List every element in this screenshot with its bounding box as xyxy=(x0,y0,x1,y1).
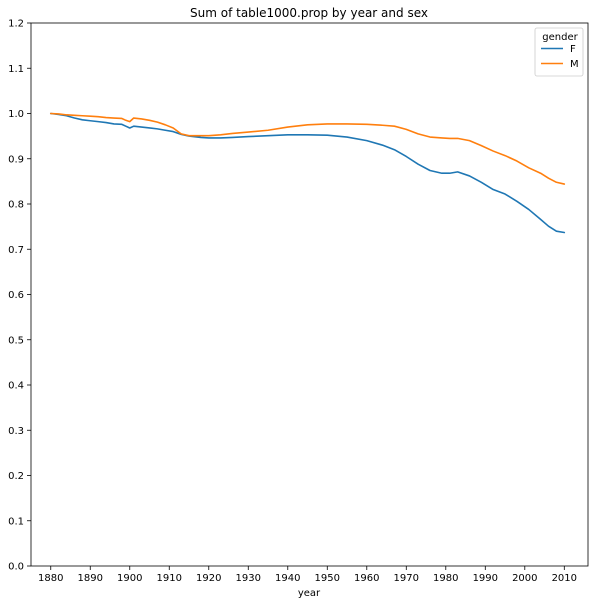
y-tick-label: 1.2 xyxy=(8,19,24,30)
series-layer xyxy=(49,112,566,234)
x-tick-label: 1950 xyxy=(315,573,340,584)
y-tick-label: 0.7 xyxy=(8,245,24,256)
y-tick-label: 1.0 xyxy=(8,109,24,120)
x-tick-label: 1910 xyxy=(157,573,182,584)
x-tick-label: 1990 xyxy=(473,573,498,584)
x-tick-label: 2010 xyxy=(552,573,577,584)
y-tick-label: 0.4 xyxy=(8,381,24,392)
y-tick-label: 1.1 xyxy=(8,64,24,75)
y-tick-label: 0.6 xyxy=(8,290,24,301)
legend-label-f: F xyxy=(570,44,576,55)
legend: gender FM xyxy=(534,27,584,77)
x-tick-label: 1930 xyxy=(236,573,261,584)
x-tick-label: 1940 xyxy=(275,573,300,584)
x-tick-label: 1970 xyxy=(394,573,419,584)
x-axis-label: year xyxy=(298,588,321,599)
x-tick-label: 1900 xyxy=(117,573,142,584)
legend-title: gender xyxy=(542,32,578,43)
y-tick-label: 0.0 xyxy=(8,562,24,573)
x-tick-label: 1980 xyxy=(433,573,458,584)
y-tick-label: 0.3 xyxy=(8,426,24,437)
series-line-f xyxy=(49,112,566,234)
y-tick-label: 0.2 xyxy=(8,471,24,482)
y-tick-label: 0.8 xyxy=(8,200,24,211)
series-line-m xyxy=(49,112,566,185)
legend-label-m: M xyxy=(570,59,579,70)
y-axis: 0.0 0.1 0.2 0.3 0.4 0.5 0.6 0.7 0.8 0.9 1.0 1.1 1.2 xyxy=(8,19,31,573)
legend-entries: FM xyxy=(541,44,579,70)
y-tick-label: 0.9 xyxy=(8,154,24,165)
x-tick-label: 2000 xyxy=(512,573,537,584)
x-tick-label: 1960 xyxy=(354,573,379,584)
x-tick-label: 1890 xyxy=(78,573,103,584)
y-tick-label: 0.5 xyxy=(8,335,24,346)
x-tick-label: 1880 xyxy=(38,573,63,584)
y-tick-label: 0.1 xyxy=(8,516,24,527)
x-axis: 1880 1890 1900 1910 1920 1930 1940 1950 1960 1970… xyxy=(38,566,577,584)
chart-title: Sum of table1000.prop by year and sex xyxy=(190,6,428,20)
x-tick-label: 1920 xyxy=(196,573,221,584)
plot-area-frame xyxy=(30,22,589,567)
